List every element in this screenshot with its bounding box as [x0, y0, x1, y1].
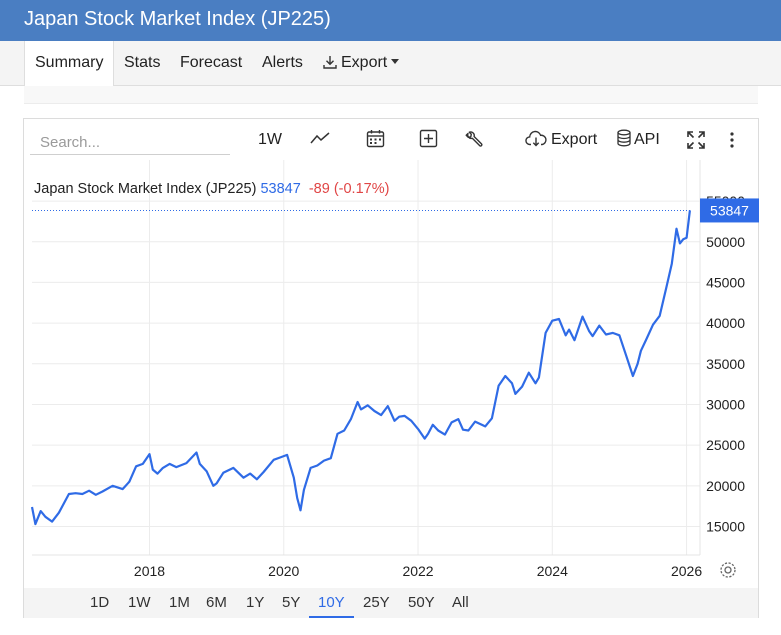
- y-tick-label: 50000: [706, 234, 745, 250]
- calendar-icon: [366, 130, 385, 148]
- add-icon: [419, 129, 438, 148]
- tab-export-label: Export: [341, 54, 388, 71]
- tab-stats-label: Stats: [124, 54, 161, 71]
- range-5y[interactable]: 5Y: [282, 594, 301, 611]
- y-tick-label: 45000: [706, 274, 745, 290]
- range-10y[interactable]: 10Y: [309, 588, 354, 618]
- date-range-button[interactable]: [366, 129, 385, 153]
- y-axis: 15000 20000 25000 30000 35000 40000 45000 50000…: [706, 193, 745, 534]
- range-1m[interactable]: 1M: [169, 594, 190, 611]
- interval-button[interactable]: 1W: [258, 128, 282, 152]
- grid-lines: [32, 160, 701, 556]
- expand-icon: [687, 131, 705, 149]
- api-button[interactable]: API: [617, 128, 660, 152]
- title-bar: Japan Stock Market Index (JP225): [0, 0, 781, 41]
- api-label: API: [634, 131, 660, 148]
- tab-forecast-label: Forecast: [180, 54, 243, 71]
- chart-settings-button[interactable]: [720, 562, 736, 578]
- last-price-badge: [700, 198, 759, 223]
- tab-alerts[interactable]: Alerts: [262, 41, 303, 86]
- line-chart-icon: [310, 132, 330, 144]
- tab-summary-label: Summary: [35, 54, 104, 71]
- x-tick-label: 2022: [402, 563, 433, 579]
- tab-forecast[interactable]: Forecast: [180, 41, 242, 86]
- gear-icon: [724, 566, 732, 574]
- tab-export-dropdown[interactable]: Export: [322, 41, 400, 86]
- range-1w[interactable]: 1W: [128, 594, 151, 611]
- export-button[interactable]: Export: [525, 128, 597, 152]
- last-price-label: 53847: [710, 202, 749, 218]
- series-line-jp225: [30, 210, 691, 526]
- y-tick-label: 30000: [706, 396, 745, 412]
- range-1y[interactable]: 1Y: [246, 594, 265, 611]
- tab-stats[interactable]: Stats: [124, 41, 160, 86]
- range-selector: [24, 588, 758, 618]
- interval-label: 1W: [258, 131, 282, 148]
- chevron-down-icon: [391, 59, 400, 64]
- legend-name: Japan Stock Market Index (JP225): [34, 181, 257, 197]
- x-tick-label: 2018: [134, 563, 165, 579]
- x-tick-label: 2024: [537, 563, 568, 579]
- y-tick-label: 25000: [706, 437, 745, 453]
- tab-alerts-label: Alerts: [262, 54, 303, 71]
- range-25y[interactable]: 25Y: [363, 594, 390, 611]
- page-title: Japan Stock Market Index (JP225): [24, 8, 331, 30]
- range-all[interactable]: All: [452, 594, 469, 611]
- x-tick-label: 2026: [671, 563, 702, 579]
- more-vertical-icon: [730, 132, 734, 148]
- download-icon: [323, 56, 337, 69]
- x-tick-label: 2020: [268, 563, 299, 579]
- database-icon: [617, 129, 631, 147]
- search-input[interactable]: [30, 130, 230, 155]
- range-6m[interactable]: 6M: [206, 594, 227, 611]
- wrench-icon: [465, 131, 483, 147]
- tab-summary[interactable]: Summary: [24, 41, 115, 87]
- x-axis: 2018 2020 2022 2024 2026: [134, 563, 702, 579]
- range-1d[interactable]: 1D: [90, 594, 110, 611]
- more-options-button[interactable]: [726, 131, 738, 155]
- y-tick-label: 35000: [706, 356, 745, 372]
- settings-tools-button[interactable]: [464, 130, 484, 154]
- range-50y[interactable]: 50Y: [408, 594, 435, 611]
- add-indicator-button[interactable]: [419, 129, 438, 153]
- chart-legend: Japan Stock Market Index (JP225) 53847 -…: [34, 181, 389, 197]
- y-tick-label: 20000: [706, 478, 745, 494]
- cloud-download-icon: [525, 130, 547, 147]
- y-tick-label: 40000: [706, 315, 745, 331]
- legend-change: -89 (-0.17%): [308, 181, 390, 197]
- y-tick-label: 15000: [706, 519, 745, 535]
- chart-type-button[interactable]: [310, 130, 330, 154]
- legend-value: 53847: [260, 181, 301, 197]
- tab-bar: Summary Stats Forecast Alerts Export: [0, 41, 781, 87]
- fullscreen-button[interactable]: [686, 130, 706, 154]
- export-label: Export: [551, 131, 598, 148]
- sub-toolbar: [24, 86, 758, 104]
